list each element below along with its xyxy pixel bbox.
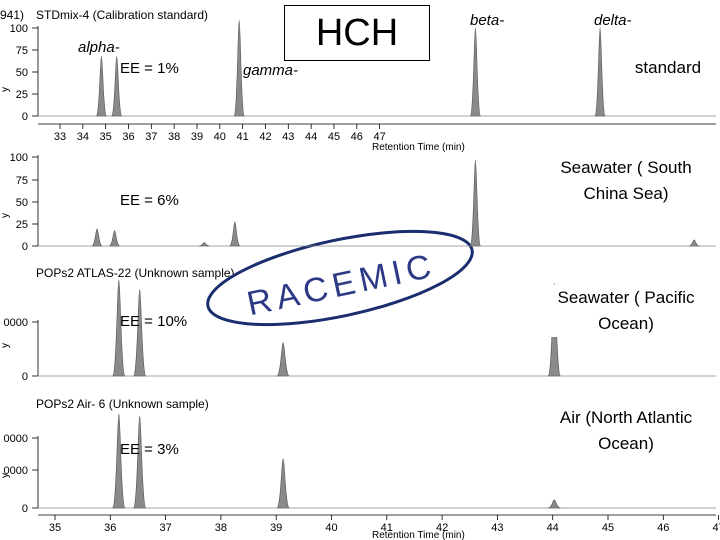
x-tick-label: 36 — [122, 131, 134, 143]
chromatogram-peak — [111, 56, 123, 117]
y-tick-label: 0000 — [4, 317, 28, 329]
y-tick-label: 0 — [22, 111, 28, 123]
x-tick-label: 35 — [100, 131, 112, 143]
x-tick-label: 33 — [54, 131, 66, 143]
beta-label: beta- — [470, 12, 505, 29]
x-tick-label: 45 — [602, 522, 614, 534]
chromatogram-peak — [109, 230, 120, 247]
y-tick-label: 0000 — [4, 433, 28, 445]
alpha-label: alpha- — [78, 39, 120, 56]
x-tick-label: 42 — [436, 522, 448, 534]
chromatogram-peak — [233, 19, 245, 117]
x-tick-label: 46 — [657, 522, 669, 534]
chromatogram-peak — [548, 499, 561, 509]
x-tick-label: 37 — [145, 131, 157, 143]
panel2-site: Seawater ( South China Sea) — [536, 155, 716, 207]
racemic-ellipse — [206, 229, 474, 327]
x-tick-label: 42 — [259, 131, 271, 143]
x-tick-label: 44 — [547, 522, 559, 534]
x-tick-label: 39 — [191, 131, 203, 143]
y-tick-label: 75 — [16, 175, 28, 187]
chromatogram-peak — [133, 415, 147, 509]
panel3-y-axis-label: y — [0, 343, 11, 348]
panel3-header: POPs2 ATLAS-22 (Unknown sample) — [36, 266, 235, 280]
chromatogram-peak — [594, 27, 606, 117]
chromatogram-peak — [112, 413, 126, 509]
panel3-site: Seawater ( Pacific Ocean) — [538, 285, 714, 337]
chromatogram-peak — [112, 279, 126, 377]
x-tick-label: 40 — [214, 131, 226, 143]
panel1-x-axis-label: Retention Time (min) — [372, 142, 465, 153]
x-tick-label: 44 — [305, 131, 317, 143]
chromatogram-peak — [276, 342, 290, 377]
delta-label: delta- — [594, 12, 632, 29]
x-tick-label: 45 — [328, 131, 340, 143]
x-tick-label: 46 — [351, 131, 363, 143]
y-tick-label: 100 — [10, 23, 28, 35]
x-tick-label: 37 — [159, 522, 171, 534]
y-tick-label: 0 — [22, 503, 28, 515]
y-tick-label: 0 — [22, 371, 28, 383]
panel1-ee: EE = 1% — [120, 60, 179, 77]
panel4-header: POPs2 Air- 6 (Unknown sample) — [36, 397, 209, 411]
y-tick-label: 25 — [16, 89, 28, 101]
chromatogram-peak — [276, 458, 290, 509]
x-tick-label: 47 — [712, 522, 720, 534]
x-tick-label: 43 — [282, 131, 294, 143]
y-tick-label: 50 — [16, 67, 28, 79]
chromatogram-peak — [133, 288, 147, 377]
y-tick-label: 100 — [10, 152, 28, 164]
x-tick-label: 43 — [491, 522, 503, 534]
y-tick-label: 0 — [22, 241, 28, 253]
x-tick-label: 41 — [381, 522, 393, 534]
y-tick-label: 0000 — [4, 465, 28, 477]
x-tick-label: 39 — [270, 522, 282, 534]
panel4-y-axis-label: y — [0, 473, 11, 478]
panel1-header-prefix: 941) — [0, 8, 24, 22]
x-tick-label: 35 — [49, 522, 61, 534]
chromatogram-peak — [469, 27, 481, 117]
panel1-header: STDmix-4 (Calibration standard) — [36, 8, 208, 22]
x-tick-label: 41 — [237, 131, 249, 143]
y-tick-label: 25 — [16, 219, 28, 231]
x-tick-label: 34 — [77, 131, 89, 143]
panel4-site: Air (North Atlantic Ocean) — [546, 405, 706, 457]
chromatogram-peak — [95, 56, 107, 117]
x-tick-label: 36 — [104, 522, 116, 534]
hch-title: HCH — [315, 12, 399, 54]
chromatogram-peak — [229, 221, 241, 247]
chromatogram-peak — [469, 159, 481, 247]
gamma-label: gamma- — [243, 62, 299, 79]
chromatogram-peak — [688, 239, 700, 247]
x-tick-label: 47 — [373, 131, 385, 143]
panel2-y-axis-label: y — [0, 213, 11, 218]
chromatogram-peak — [198, 242, 210, 247]
panel4-x-axis-label: Retention Time (min) — [372, 530, 465, 540]
x-tick-label: 40 — [325, 522, 337, 534]
x-tick-label: 38 — [215, 522, 227, 534]
y-tick-label: 50 — [16, 197, 28, 209]
panel1-y-axis-label: y — [0, 87, 11, 92]
panel4-ee: EE = 3% — [120, 441, 179, 458]
panel3-ee: EE = 10% — [120, 313, 188, 330]
panel2-ee: EE = 6% — [120, 192, 179, 209]
panel1-site: standard — [622, 55, 714, 81]
hch-title-box: HCH — [284, 5, 430, 61]
y-tick-label: 75 — [16, 45, 28, 57]
chromatogram-peak — [91, 228, 103, 247]
x-tick-label: 38 — [168, 131, 180, 143]
